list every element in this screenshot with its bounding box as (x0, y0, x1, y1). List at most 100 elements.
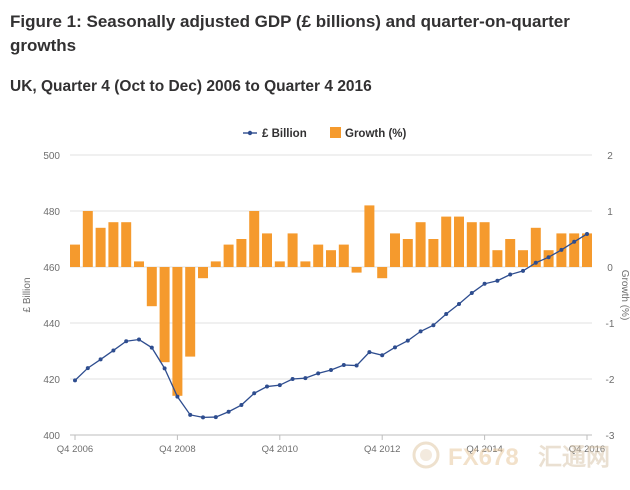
gdp-point (393, 345, 397, 350)
gdp-point (175, 394, 180, 399)
gdp-point (137, 337, 141, 342)
gdp-point (73, 378, 77, 383)
growth-bar (95, 227, 106, 267)
gdp-point (303, 376, 308, 381)
growth-bar (505, 239, 516, 267)
growth-bar (185, 267, 196, 357)
gdp-point (85, 366, 90, 371)
left-tick-label: 500 (43, 151, 60, 162)
growth-bar (415, 222, 426, 267)
x-tick-label: Q4 2008 (159, 444, 195, 455)
growth-bar (582, 233, 592, 267)
growth-bar (313, 244, 324, 267)
growth-bar (82, 211, 93, 267)
gdp-point (111, 348, 116, 353)
right-tick-label: -1 (606, 319, 615, 330)
growth-bar (364, 205, 375, 267)
growth-bar (223, 244, 234, 267)
chart-title: Figure 1: Seasonally adjusted GDP (£ bil… (10, 12, 570, 55)
gdp-point (418, 329, 423, 334)
watermark-logo: FX678 汇通网 (412, 441, 610, 471)
gdp-point (367, 350, 372, 355)
growth-bar (530, 227, 541, 267)
growth-bar (402, 239, 413, 267)
growth-bar (262, 233, 272, 267)
growth-bar (121, 222, 132, 267)
growth-bar (172, 267, 183, 396)
chart-axes: 400 420 440 460 480 500 -3 -2 -1 0 1 2 Q4 2006 Q4 200… (22, 151, 630, 455)
gdp-point (495, 278, 500, 283)
gdp-point (559, 247, 564, 252)
left-axis-label: £ Billion (22, 277, 33, 312)
growth-bar (300, 261, 311, 267)
growth-bar (351, 267, 362, 273)
chart-subtitle: UK, Quarter 4 (Oct to Dec) 2006 to Quart… (10, 78, 372, 95)
legend-bar-swatch (330, 127, 341, 138)
growth-bar (159, 267, 170, 363)
x-tick-label: Q4 2010 (262, 444, 298, 455)
growth-bar (569, 233, 580, 267)
growth-bar (146, 267, 157, 307)
growth-bar (518, 250, 528, 267)
growth-bar (390, 233, 400, 267)
chart-legend: £ Billion Growth (%) (243, 127, 406, 140)
gdp-point (124, 339, 129, 344)
gdp-point (329, 368, 333, 373)
gdp-point (316, 371, 321, 376)
watermark-globe-core (420, 449, 432, 461)
gdp-point (226, 409, 231, 414)
growth-bar (492, 250, 503, 267)
gdp-point (252, 391, 257, 396)
gdp-point (380, 353, 385, 358)
legend-label-gbp: £ Billion (262, 128, 307, 140)
left-tick-label: 420 (43, 375, 60, 386)
x-tick-label: Q4 2012 (364, 444, 400, 455)
gdp-point (457, 301, 461, 306)
growth-bar (236, 239, 247, 267)
gdp-point (444, 312, 449, 317)
watermark-globe-icon (412, 441, 440, 469)
right-axis-label: Growth (%) (619, 270, 630, 321)
growth-bar (326, 250, 336, 267)
legend-label-growth: Growth (%) (345, 128, 406, 140)
growth-bar (287, 233, 298, 267)
gdp-point (585, 231, 589, 236)
left-tick-label: 440 (43, 319, 60, 330)
growth-bar (466, 222, 477, 267)
growth-bar (198, 267, 208, 279)
gdp-point (213, 415, 218, 420)
left-tick-label: 400 (43, 431, 60, 442)
gdp-point (239, 403, 244, 408)
gdp-point (354, 363, 359, 368)
right-tick-label: -3 (606, 431, 615, 442)
growth-bar (249, 211, 260, 267)
x-tick-label: Q4 2006 (57, 444, 93, 455)
left-tick-label: 460 (43, 263, 60, 274)
gdp-point (188, 412, 193, 417)
growth-bar (377, 267, 388, 279)
gdp-point (290, 377, 295, 381)
watermark-text-cn: 汇通网 (538, 444, 610, 471)
gdp-point (265, 384, 269, 389)
growth-bars (70, 205, 592, 396)
gdp-point (98, 357, 103, 362)
growth-bar (134, 261, 144, 267)
legend-line-marker (247, 130, 253, 136)
gdp-point (405, 338, 410, 343)
growth-bar (441, 216, 452, 267)
gdp-point (431, 323, 436, 328)
gdp-point (521, 268, 525, 273)
gdp-point (277, 383, 282, 388)
growth-bar (428, 239, 439, 267)
gdp-point (469, 291, 474, 296)
gdp-point (508, 272, 513, 277)
gdp-point (201, 415, 205, 420)
right-tick-label: 1 (607, 207, 613, 218)
gdp-point (533, 260, 538, 265)
gdp-point (149, 345, 154, 350)
gdp-point (546, 255, 551, 260)
growth-bar (479, 222, 490, 267)
x-tick-label: Q4 2014 (466, 444, 502, 455)
growth-bar (274, 261, 285, 267)
